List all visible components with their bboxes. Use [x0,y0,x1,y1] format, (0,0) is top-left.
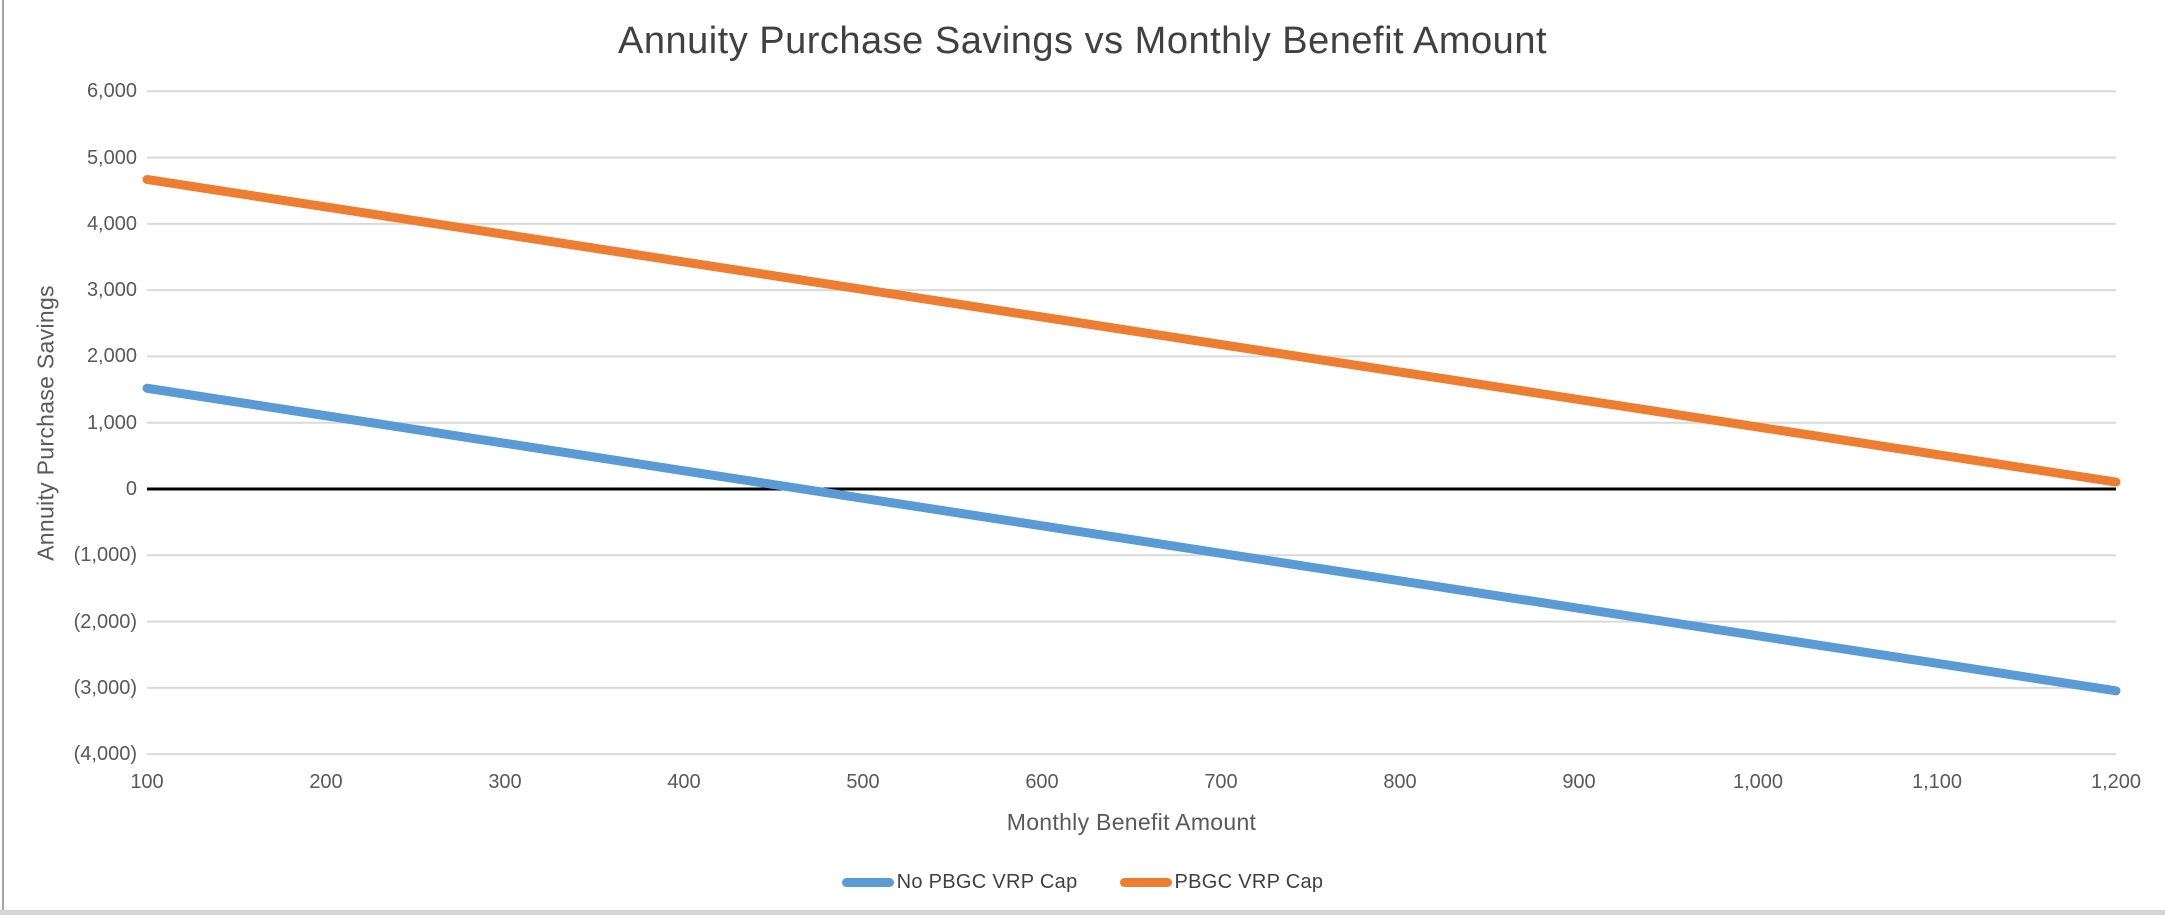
y-tick-label: 1,000 [86,411,137,434]
x-tick-label: 300 [488,771,522,793]
y-tick-label: 2,000 [86,345,137,368]
y-tick-label: (2,000) [73,610,137,633]
x-tick-label: 100 [130,771,164,793]
y-tick-label: (4,000) [73,743,137,766]
x-tick-label: 400 [667,771,701,793]
x-tick-label: 800 [1383,771,1417,793]
legend-line-swatch [1119,878,1172,887]
y-tick-label: 6,000 [86,80,137,103]
x-tick-label: 1,100 [1911,771,1963,793]
legend-item-pbgc-vrp-cap[interactable]: PBGC VRP Cap [1119,871,1324,894]
legend-label: No PBGC VRP Cap [896,871,1078,893]
x-tick-label: 1,000 [1732,771,1784,793]
x-axis-title: Monthly Benefit Amount [1006,809,1257,835]
x-tick-label: 200 [309,771,343,793]
y-tick-label: 3,000 [86,279,137,302]
x-tick-label: 700 [1204,771,1238,793]
y-tick-label: 5,000 [86,146,137,169]
legend-label: PBGC VRP Cap [1174,871,1324,893]
x-tick-label: 600 [1025,771,1059,793]
x-tick-label: 500 [846,771,880,793]
y-tick-label: (3,000) [73,676,137,699]
legend-item-no-pbgc-vrp-cap[interactable]: No PBGC VRP Cap [841,871,1078,894]
x-tick-label: 900 [1562,771,1596,793]
y-tick-label: 0 [125,478,137,500]
y-tick-label: 4,000 [86,212,137,235]
window-bottom-border [0,910,2165,915]
window-left-border [2,0,4,915]
y-tick-label: (1,000) [73,544,137,567]
series-line-pbgc-vrp-cap[interactable] [142,174,2121,487]
legend: No PBGC VRP Cap PBGC VRP Cap [0,871,2165,894]
x-tick-label: 1,200 [2090,771,2142,793]
chart-title: Annuity Purchase Savings vs Monthly Bene… [617,20,1548,62]
series-line-no-pbgc-vrp-cap[interactable] [142,383,2121,696]
legend-line-swatch [841,878,894,887]
